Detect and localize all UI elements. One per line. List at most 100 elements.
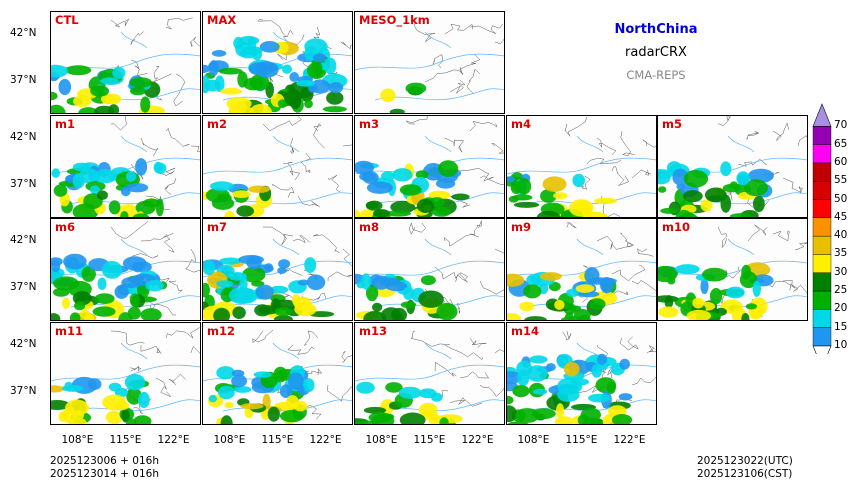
reflectivity-field bbox=[507, 172, 618, 217]
reflectivity-cell bbox=[267, 406, 280, 422]
reflectivity-cell bbox=[130, 86, 146, 96]
reflectivity-cell bbox=[233, 386, 252, 393]
reflectivity-cell bbox=[272, 299, 298, 311]
reflectivity-cell bbox=[606, 381, 616, 394]
reflectivity-cell bbox=[83, 313, 95, 320]
reflectivity-cell bbox=[135, 158, 148, 176]
reflectivity-cell bbox=[675, 264, 700, 275]
reflectivity-cell bbox=[416, 198, 435, 213]
colorbar-segment bbox=[812, 254, 832, 273]
panel-label: m10 bbox=[662, 220, 690, 234]
reflectivity-cell bbox=[542, 176, 567, 192]
reflectivity-cell bbox=[575, 284, 595, 293]
panel-label: m8 bbox=[359, 220, 379, 234]
reflectivity-cell bbox=[53, 276, 79, 291]
init-time-cst: 2025123014 + 016h bbox=[50, 468, 159, 480]
river-lines bbox=[355, 342, 504, 412]
reflectivity-cell bbox=[533, 388, 548, 395]
panel-map bbox=[203, 329, 352, 424]
region-title: NorthChina bbox=[614, 22, 698, 37]
reflectivity-cell bbox=[700, 278, 709, 295]
reflectivity-cell bbox=[390, 200, 416, 214]
border-lines bbox=[414, 19, 504, 95]
reflectivity-cell bbox=[368, 412, 393, 423]
reflectivity-cell bbox=[133, 415, 152, 424]
reflectivity-cell bbox=[363, 311, 387, 320]
reflectivity-cell bbox=[61, 297, 71, 309]
reflectivity-cell bbox=[277, 267, 287, 274]
panel-label: m5 bbox=[662, 117, 682, 131]
reflectivity-cell bbox=[664, 295, 674, 309]
reflectivity-field bbox=[507, 267, 618, 320]
reflectivity-cell bbox=[126, 387, 142, 405]
reflectivity-cell bbox=[105, 410, 124, 424]
reflectivity-cell bbox=[51, 64, 68, 78]
reflectivity-cell bbox=[704, 187, 727, 203]
reflectivity-cell bbox=[101, 93, 115, 105]
reflectivity-cell bbox=[381, 171, 395, 181]
reflectivity-cell bbox=[237, 36, 260, 45]
reflectivity-cell bbox=[259, 41, 280, 53]
reflectivity-cell bbox=[65, 399, 89, 416]
colorbar-segment bbox=[812, 235, 832, 255]
reflectivity-cell bbox=[121, 408, 130, 423]
reflectivity-cell bbox=[126, 171, 137, 182]
colorbar-tick-label: 70 bbox=[834, 119, 848, 132]
reflectivity-cell bbox=[568, 199, 594, 217]
reflectivity-cell bbox=[326, 91, 344, 105]
reflectivity-cell bbox=[232, 190, 251, 198]
reflectivity-cell bbox=[108, 200, 121, 215]
colorbar-tick-label: 25 bbox=[834, 284, 848, 296]
colorbar-segment bbox=[812, 180, 832, 200]
panel-map bbox=[355, 330, 504, 424]
reflectivity-field bbox=[203, 36, 348, 113]
reflectivity-cell bbox=[255, 284, 274, 300]
reflectivity-field bbox=[203, 255, 335, 320]
panel-label: m7 bbox=[207, 220, 227, 234]
colorbar-segment bbox=[812, 217, 832, 237]
colorbar-tick-label: 30 bbox=[834, 265, 848, 278]
reflectivity-cell bbox=[554, 299, 565, 310]
reflectivity-cell bbox=[418, 402, 438, 417]
reflectivity-cell bbox=[589, 298, 606, 310]
reflectivity-cell bbox=[380, 88, 396, 103]
reflectivity-cell bbox=[512, 385, 530, 398]
reflectivity-cell bbox=[563, 362, 580, 377]
reflectivity-cell bbox=[363, 406, 387, 414]
reflectivity-cell bbox=[249, 104, 272, 113]
reflectivity-cell bbox=[554, 416, 574, 424]
reflectivity-cell bbox=[418, 290, 444, 308]
reflectivity-cell bbox=[744, 179, 768, 197]
reflectivity-cell bbox=[577, 314, 592, 320]
reflectivity-cell bbox=[510, 181, 522, 194]
reflectivity-cell bbox=[208, 60, 219, 77]
colorbar-tick-label: 65 bbox=[834, 137, 848, 150]
reflectivity-cell bbox=[93, 169, 117, 184]
x-tick-label: 108°E bbox=[61, 434, 94, 446]
reflectivity-cell bbox=[431, 206, 452, 217]
reflectivity-cell bbox=[372, 302, 383, 312]
reflectivity-cell bbox=[618, 393, 633, 401]
variable-title: radarCRX bbox=[625, 45, 687, 60]
reflectivity-cell bbox=[577, 414, 590, 424]
panel-m14: m14 bbox=[506, 322, 657, 425]
reflectivity-cell bbox=[403, 286, 415, 300]
colorbar-segment bbox=[812, 162, 832, 182]
reflectivity-cell bbox=[515, 408, 540, 423]
reflectivity-cell bbox=[385, 281, 408, 292]
reflectivity-cell bbox=[153, 161, 163, 174]
x-tick-label: 115°E bbox=[261, 434, 294, 446]
x-tick-label: 108°E bbox=[365, 434, 398, 446]
reflectivity-cell bbox=[588, 393, 611, 403]
panel-map bbox=[51, 221, 200, 320]
reflectivity-cell bbox=[140, 308, 162, 320]
panel-label: m9 bbox=[511, 220, 531, 234]
reflectivity-cell bbox=[228, 287, 255, 304]
reflectivity-cell bbox=[539, 272, 562, 281]
reflectivity-cell bbox=[360, 209, 375, 217]
panel-m9: m9 bbox=[506, 218, 657, 321]
reflectivity-cell bbox=[683, 190, 703, 203]
x-tick-label: 108°E bbox=[517, 434, 550, 446]
panel-label: m6 bbox=[55, 220, 75, 234]
reflectivity-cell bbox=[231, 374, 247, 388]
